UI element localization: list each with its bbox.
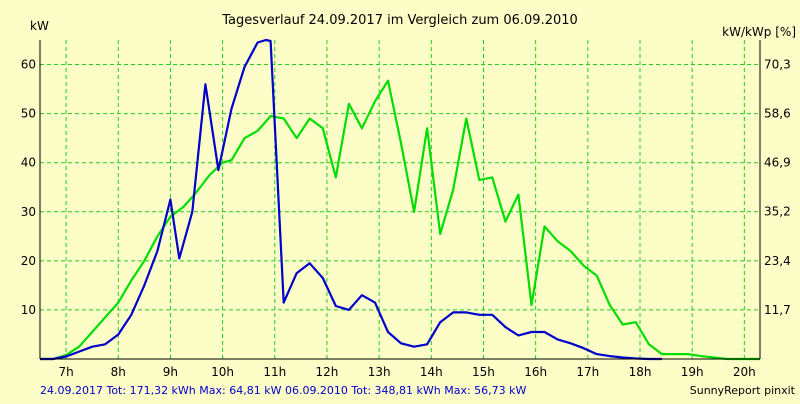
y-left-tick-label: 10 [21, 303, 36, 317]
x-tick-label: 11h [263, 365, 286, 379]
y-right-tick-label: 46,9 [764, 156, 791, 170]
x-tick-label: 19h [681, 365, 704, 379]
x-tick-label: 17h [576, 365, 599, 379]
y-left-tick-label: 60 [21, 58, 36, 72]
y-right-tick-label: 11,7 [764, 303, 791, 317]
x-tick-label: 15h [472, 365, 495, 379]
chart-title: Tagesverlauf 24.09.2017 im Vergleich zum… [221, 13, 578, 28]
x-tick-label: 9h [163, 365, 178, 379]
x-tick-label: 14h [420, 365, 443, 379]
x-tick-label: 13h [368, 365, 391, 379]
series-line-2010 [40, 79, 760, 361]
y-left-tick-label: 30 [21, 205, 36, 219]
tick-layer: 7h 8h 9h 10h 11h 12h 13h 14h 15h 16h 17h 18h 19h 20h 1… [21, 58, 791, 379]
series-line-2017 [40, 38, 662, 361]
y-left-label: kW [30, 19, 49, 33]
x-tick-label: 16h [524, 365, 547, 379]
footer-credit: SunnyReport pinxit [690, 384, 796, 397]
x-tick-label: 20h [733, 365, 756, 379]
y-right-tick-label: 58,6 [764, 107, 791, 121]
y-right-tick-label: 23,4 [764, 254, 791, 268]
series-layer [40, 38, 760, 361]
x-tick-label: 12h [316, 365, 339, 379]
grid-layer [40, 40, 760, 359]
y-right-tick-label: 70,3 [764, 58, 791, 72]
y-right-label: kW/kWp [%] [722, 25, 796, 39]
y-right-tick-label: 35,2 [764, 205, 791, 219]
x-tick-label: 18h [629, 365, 652, 379]
axis-layer [39, 40, 761, 360]
y-left-tick-label: 40 [21, 156, 36, 170]
x-tick-label: 8h [111, 365, 126, 379]
footer-stats: 24.09.2017 Tot: 171,32 kWh Max: 64,81 kW… [40, 384, 527, 397]
x-tick-label: 7h [58, 365, 73, 379]
y-left-tick-label: 20 [21, 254, 36, 268]
y-left-tick-label: 50 [21, 107, 36, 121]
x-tick-label: 10h [211, 365, 234, 379]
